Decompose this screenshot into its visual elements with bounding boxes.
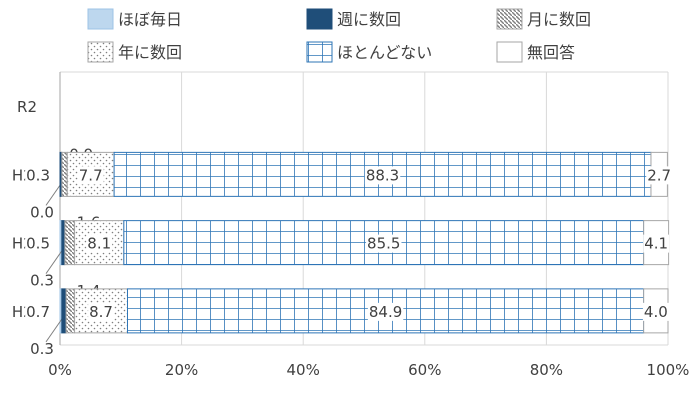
data-label: 88.3 bbox=[366, 166, 399, 184]
x-tick-label: 0% bbox=[48, 361, 72, 379]
legend-3-swatch bbox=[496, 8, 523, 30]
legend-2-label: 週に数回 bbox=[337, 10, 401, 29]
data-label-bg bbox=[643, 234, 670, 253]
data-label-bg bbox=[646, 166, 673, 185]
data-label: 7.7 bbox=[79, 166, 103, 184]
legend-5-swatch bbox=[306, 41, 333, 63]
bar-segment bbox=[64, 220, 76, 266]
plot-area: 0%20%40%60%80%100%R2H290.00.30.97.788.32… bbox=[12, 71, 690, 379]
data-label-bg bbox=[364, 166, 401, 185]
data-label-bg bbox=[642, 302, 669, 321]
x-tick-label: 80% bbox=[530, 361, 563, 379]
bar-segment bbox=[61, 288, 67, 334]
data-label: 0.3 bbox=[30, 272, 54, 290]
leader-line bbox=[45, 182, 63, 206]
x-tick-label: 100% bbox=[647, 361, 690, 379]
data-label: 0.3 bbox=[26, 166, 50, 184]
legend-4-label: 年に数回 bbox=[118, 43, 182, 62]
data-label: 0.5 bbox=[26, 235, 50, 253]
leader-line bbox=[45, 250, 63, 274]
leader-line bbox=[45, 318, 63, 343]
data-label: 4.0 bbox=[644, 303, 668, 321]
data-label: 0.3 bbox=[30, 340, 54, 358]
legend-4-swatch bbox=[87, 41, 114, 63]
bar-segment bbox=[61, 151, 68, 197]
data-label-bg bbox=[25, 166, 51, 185]
y-tick-label: R2 bbox=[17, 98, 37, 116]
data-label-bg bbox=[25, 234, 51, 253]
legend-3-label: 月に数回 bbox=[527, 10, 591, 29]
legend-6-swatch bbox=[496, 41, 523, 63]
data-label: 0.7 bbox=[26, 303, 50, 321]
x-tick-label: 40% bbox=[287, 361, 320, 379]
legend-6-label: 無回答 bbox=[527, 43, 575, 62]
data-label-bg bbox=[25, 302, 51, 321]
data-label: 85.5 bbox=[367, 235, 400, 253]
x-tick-label: 60% bbox=[408, 361, 441, 379]
data-label: 84.9 bbox=[369, 303, 402, 321]
legend-5-label: ほとんどない bbox=[337, 43, 432, 62]
data-label: 8.7 bbox=[89, 303, 113, 321]
data-label: 8.1 bbox=[87, 235, 111, 253]
data-label: 4.1 bbox=[644, 235, 668, 253]
legend-1-label: ほぼ毎日 bbox=[118, 10, 182, 29]
legend-1-swatch bbox=[87, 8, 114, 30]
data-label-bg bbox=[77, 166, 104, 185]
x-tick-label: 20% bbox=[165, 361, 198, 379]
bar-segment bbox=[65, 288, 76, 334]
data-label-bg bbox=[88, 302, 114, 321]
data-label: 0.0 bbox=[30, 203, 54, 221]
data-label: 2.7 bbox=[647, 166, 671, 184]
legend-2-swatch bbox=[306, 8, 333, 30]
data-label-bg bbox=[86, 234, 113, 253]
data-label-bg bbox=[367, 302, 404, 321]
data-label-bg bbox=[366, 234, 402, 253]
